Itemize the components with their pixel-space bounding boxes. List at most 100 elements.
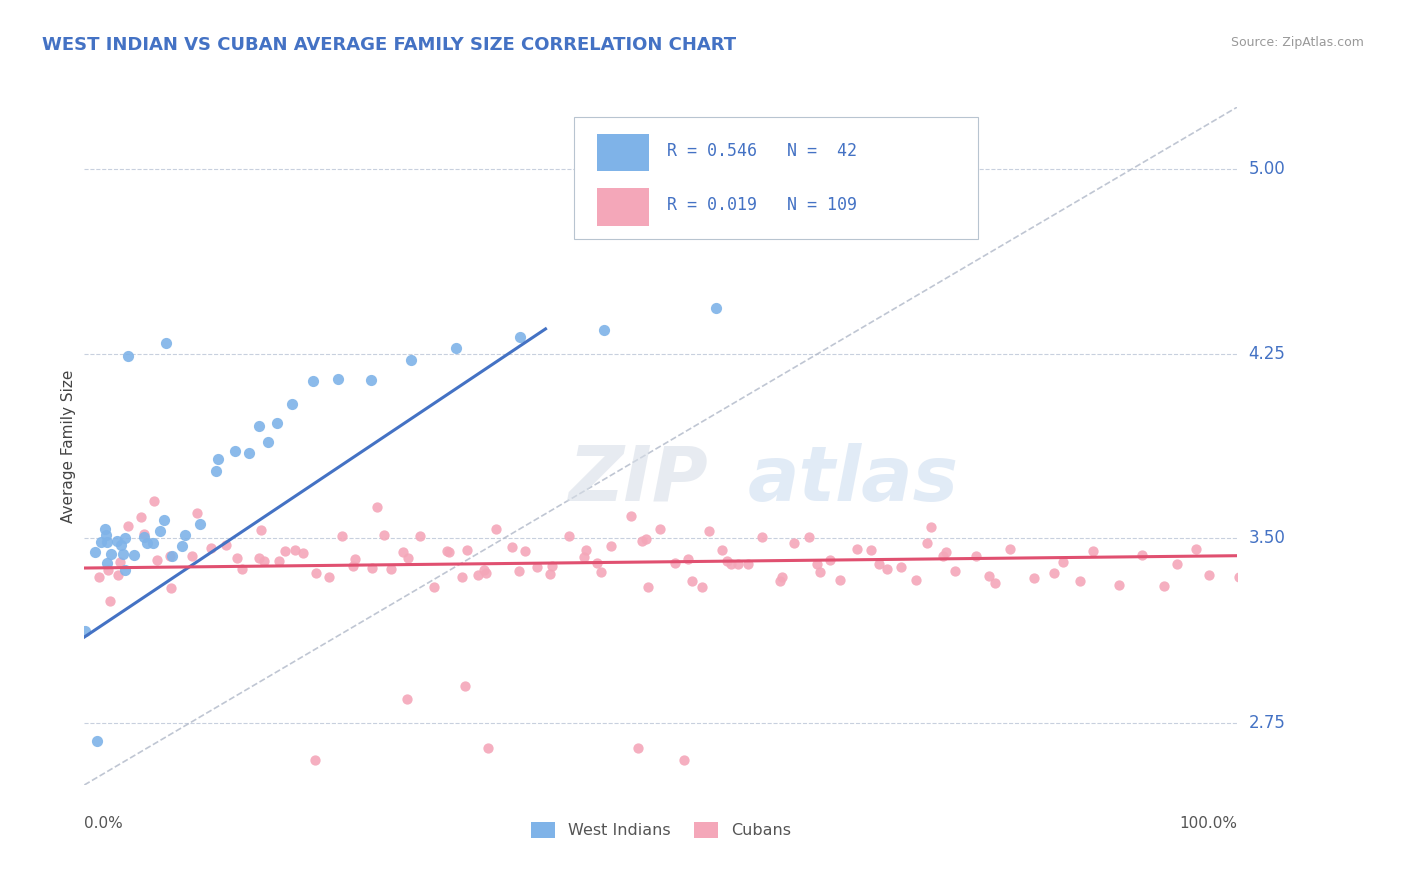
Point	[344, 552, 367, 566]
Point	[846, 541, 869, 556]
Point	[108, 555, 131, 569]
Point	[477, 741, 499, 756]
Point	[943, 564, 966, 578]
Point	[711, 542, 734, 557]
Point	[586, 556, 609, 570]
Point	[472, 563, 495, 577]
Point	[75, 624, 97, 638]
Point	[526, 560, 548, 574]
Point	[806, 557, 828, 571]
Point	[727, 557, 749, 571]
Point	[467, 567, 489, 582]
Point	[143, 494, 166, 508]
Point	[134, 531, 156, 545]
Point	[86, 733, 108, 747]
Point	[932, 549, 955, 563]
Text: 4.25: 4.25	[1249, 344, 1285, 362]
Point	[634, 532, 657, 546]
Point	[1198, 567, 1220, 582]
Point	[188, 517, 211, 532]
Point	[153, 513, 176, 527]
Text: 100.0%: 100.0%	[1180, 815, 1237, 830]
FancyBboxPatch shape	[575, 117, 979, 239]
Point	[110, 539, 132, 553]
Point	[818, 553, 841, 567]
Text: atlas: atlas	[748, 443, 959, 516]
Point	[94, 522, 117, 536]
Point	[456, 543, 478, 558]
Point	[589, 565, 612, 579]
Point	[105, 534, 128, 549]
Point	[207, 452, 229, 467]
Point	[1022, 571, 1045, 585]
Point	[770, 570, 793, 584]
Point	[454, 679, 477, 693]
Point	[205, 464, 228, 478]
Legend: West Indians, Cubans: West Indians, Cubans	[524, 815, 797, 845]
Point	[423, 581, 446, 595]
Point	[89, 570, 111, 584]
Point	[558, 529, 581, 543]
FancyBboxPatch shape	[598, 188, 650, 226]
Point	[253, 554, 276, 568]
FancyBboxPatch shape	[598, 134, 650, 171]
Point	[1185, 542, 1208, 557]
Point	[186, 506, 208, 520]
Point	[96, 534, 118, 549]
Point	[501, 540, 523, 554]
Point	[1132, 548, 1154, 562]
Text: 2.75: 2.75	[1249, 714, 1285, 732]
Point	[97, 563, 120, 577]
Point	[392, 544, 415, 558]
Text: Source: ZipAtlas.com: Source: ZipAtlas.com	[1230, 36, 1364, 49]
Point	[619, 508, 641, 523]
Point	[396, 691, 419, 706]
Point	[155, 335, 177, 350]
Point	[247, 419, 270, 434]
Point	[96, 557, 118, 571]
Point	[302, 374, 325, 388]
Point	[437, 545, 460, 559]
Point	[627, 741, 650, 756]
Point	[257, 435, 280, 450]
Point	[247, 551, 270, 566]
Point	[808, 565, 831, 579]
Point	[538, 566, 561, 581]
Point	[200, 541, 222, 555]
Point	[485, 522, 508, 536]
Point	[1166, 557, 1188, 571]
Point	[112, 547, 135, 561]
Point	[697, 524, 720, 538]
Point	[132, 527, 155, 541]
Text: 3.50: 3.50	[1249, 530, 1285, 548]
Point	[159, 549, 181, 563]
Point	[342, 559, 364, 574]
Point	[737, 557, 759, 571]
Point	[920, 520, 942, 534]
Point	[876, 561, 898, 575]
Point	[436, 544, 458, 558]
Point	[513, 543, 536, 558]
Point	[114, 531, 136, 545]
Point	[1052, 556, 1074, 570]
Point	[380, 562, 402, 576]
Point	[915, 536, 938, 550]
Point	[998, 542, 1021, 557]
Point	[859, 542, 882, 557]
Text: R = 0.019   N = 109: R = 0.019 N = 109	[666, 196, 856, 214]
Point	[284, 542, 307, 557]
Point	[174, 528, 197, 542]
Point	[149, 524, 172, 539]
Point	[977, 569, 1000, 583]
Point	[129, 510, 152, 524]
Point	[114, 564, 136, 578]
Point	[983, 576, 1005, 591]
Point	[474, 566, 496, 581]
Point	[330, 529, 353, 543]
Y-axis label: Average Family Size: Average Family Size	[60, 369, 76, 523]
Point	[1227, 569, 1250, 583]
Text: WEST INDIAN VS CUBAN AVERAGE FAMILY SIZE CORRELATION CHART: WEST INDIAN VS CUBAN AVERAGE FAMILY SIZE…	[42, 36, 737, 54]
Point	[326, 372, 349, 386]
Point	[450, 570, 472, 584]
Point	[267, 554, 290, 568]
